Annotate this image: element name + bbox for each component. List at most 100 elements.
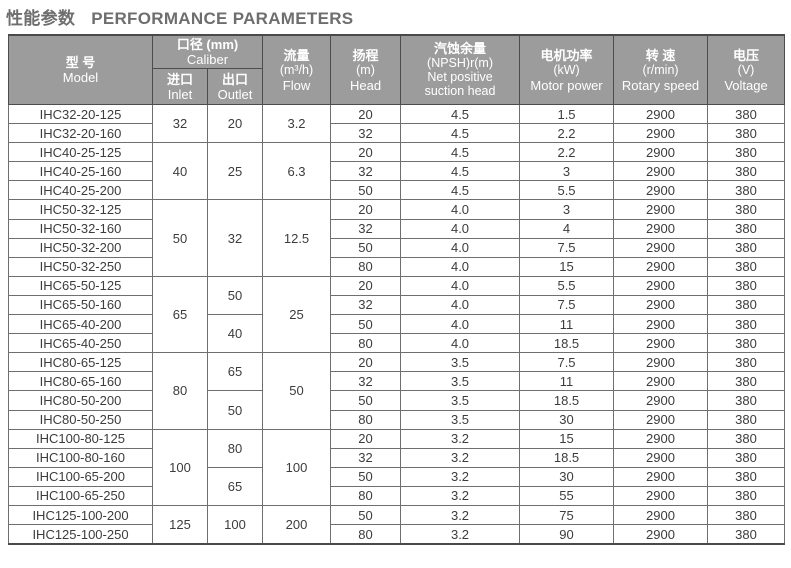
table-row: IHC65-40-250 80 4.0 18.5 2900 380	[8, 333, 786, 354]
head-cell: 20	[330, 199, 402, 220]
motor-power-cell: 15	[519, 256, 615, 277]
outlet-cell: 50	[206, 390, 264, 430]
motor-power-cell: 11	[519, 371, 615, 392]
header-voltage-en: Voltage	[724, 77, 768, 93]
table-row: IHC100-80-125 100 80 100 20 3.2 15 2900 380	[8, 428, 786, 506]
motor-power-cell: 3	[519, 199, 615, 220]
table-row: IHC32-20-125 32 20 3.2 20 4.5 1.5 2900 380	[8, 103, 786, 144]
outlet-cell: 32	[206, 199, 264, 277]
head-cell: 20	[330, 428, 402, 449]
flow-cell: 50	[262, 352, 332, 430]
model-cell: IHC100-65-200	[8, 466, 153, 487]
head-cell: 32	[330, 447, 402, 468]
table-row: IHC50-32-160 32 4.0 4 2900 380	[8, 218, 786, 239]
table-row: IHC65-50-160 32 4.0 7.5 2900 380	[8, 294, 786, 316]
npsh-cell: 4.0	[400, 256, 521, 277]
rotary-speed-cell: 2900	[613, 504, 709, 526]
model-cell: IHC50-32-160	[8, 218, 153, 239]
header-model-en: Model	[62, 70, 99, 85]
header-speed-en: Rotary speed	[621, 77, 700, 93]
header-caliber-en: Caliber	[186, 52, 229, 67]
page-title-zh: 性能参数	[6, 9, 76, 28]
motor-power-cell: 30	[519, 466, 615, 487]
motor-power-cell: 7.5	[519, 352, 615, 373]
model-cell: IHC40-25-125	[8, 142, 153, 163]
flow-cell: 25	[262, 275, 332, 354]
table-row: IHC32-20-160 32 4.5 2.2 2900 380	[8, 123, 786, 144]
motor-power-cell: 18.5	[519, 333, 615, 354]
header-row-top: 型 号 Model 口径 (mm) Caliber 流量 (m³/h) Flow…	[8, 34, 786, 105]
rotary-speed-cell: 2900	[613, 524, 709, 545]
model-cell: IHC65-40-250	[8, 333, 153, 354]
rotary-speed-cell: 2900	[613, 390, 709, 411]
header-flow-unit: (m³/h)	[279, 62, 314, 77]
header-inlet-zh: 进口	[166, 71, 193, 87]
npsh-cell: 3.5	[400, 409, 521, 430]
header-voltage: 电压 (V) Voltage	[707, 34, 786, 105]
flow-cell: 100	[262, 428, 332, 506]
header-outlet: 出口 Outlet	[206, 68, 264, 105]
head-cell: 80	[330, 256, 402, 277]
npsh-cell: 4.0	[400, 294, 521, 316]
rotary-speed-cell: 2900	[613, 314, 709, 335]
header-motor-zh: 电机功率	[540, 47, 593, 63]
header-head-zh: 扬程	[352, 47, 379, 63]
model-cell: IHC125-100-200	[8, 504, 153, 526]
rotary-speed-cell: 2900	[613, 294, 709, 316]
inlet-cell: 65	[152, 275, 208, 354]
table-row: IHC100-65-250 80 3.2 55 2900 380	[8, 485, 786, 506]
table-row: IHC100-65-200 65 50 3.2 30 2900 380	[8, 466, 786, 506]
table-row: IHC80-50-250 80 3.5 30 2900 380	[8, 409, 786, 430]
outlet-cell: 40	[206, 314, 264, 354]
header-inlet: 进口 Inlet	[152, 68, 208, 105]
header-row-sub: 进口 Inlet 出口 Outlet	[9, 68, 785, 105]
npsh-cell: 3.2	[400, 428, 521, 449]
header-speed-zh: 转 速	[645, 47, 676, 63]
motor-power-cell: 7.5	[519, 237, 615, 258]
header-rotary-speed: 转 速 (r/min) Rotary speed	[613, 34, 709, 105]
rotary-speed-cell: 2900	[613, 333, 709, 354]
header-inlet-en: Inlet	[167, 86, 193, 102]
voltage-cell: 380	[707, 218, 786, 239]
model-cell: IHC100-65-250	[8, 485, 153, 506]
table-row: IHC65-40-200 40 50 4.0 11 2900 380	[8, 314, 786, 354]
rotary-speed-cell: 2900	[613, 103, 709, 125]
motor-power-cell: 4	[519, 218, 615, 239]
flow-cell: 12.5	[262, 199, 332, 277]
motor-power-cell: 5.5	[519, 180, 615, 201]
header-npsh-zh: 汽蚀余量	[434, 41, 487, 56]
model-cell: IHC80-50-250	[8, 409, 153, 430]
model-cell: IHC80-50-200	[8, 390, 153, 411]
voltage-cell: 380	[707, 294, 786, 316]
header-outlet-zh: 出口	[222, 71, 249, 87]
npsh-cell: 3.2	[400, 466, 521, 487]
motor-power-cell: 3	[519, 161, 615, 182]
voltage-cell: 380	[707, 409, 786, 430]
outlet-cell: 50	[206, 275, 264, 316]
model-cell: IHC125-100-250	[8, 524, 153, 545]
voltage-cell: 380	[707, 352, 786, 373]
npsh-cell: 3.2	[400, 524, 521, 545]
head-cell: 32	[330, 123, 402, 144]
voltage-cell: 380	[707, 371, 786, 392]
header-speed-unit: (r/min)	[642, 62, 679, 77]
model-cell: IHC100-80-125	[8, 428, 153, 449]
motor-power-cell: 2.2	[519, 123, 615, 144]
model-cell: IHC50-32-125	[8, 199, 153, 220]
head-cell: 32	[330, 161, 402, 182]
npsh-cell: 4.5	[400, 142, 521, 163]
rotary-speed-cell: 2900	[613, 485, 709, 506]
voltage-cell: 380	[707, 237, 786, 258]
rotary-speed-cell: 2900	[613, 218, 709, 239]
npsh-cell: 3.5	[400, 390, 521, 411]
npsh-cell: 3.2	[400, 485, 521, 506]
table-row: IHC65-50-125 65 50 25 20 4.0 5.5 2900 380	[8, 275, 786, 354]
model-cell: IHC65-40-200	[8, 314, 153, 335]
flow-cell: 6.3	[262, 142, 332, 201]
header-npsh-en1: Net positive	[427, 70, 493, 84]
voltage-cell: 380	[707, 123, 786, 144]
voltage-cell: 380	[707, 466, 786, 487]
inlet-cell: 80	[152, 352, 208, 430]
table-row: IHC50-32-200 50 4.0 7.5 2900 380	[8, 237, 786, 258]
